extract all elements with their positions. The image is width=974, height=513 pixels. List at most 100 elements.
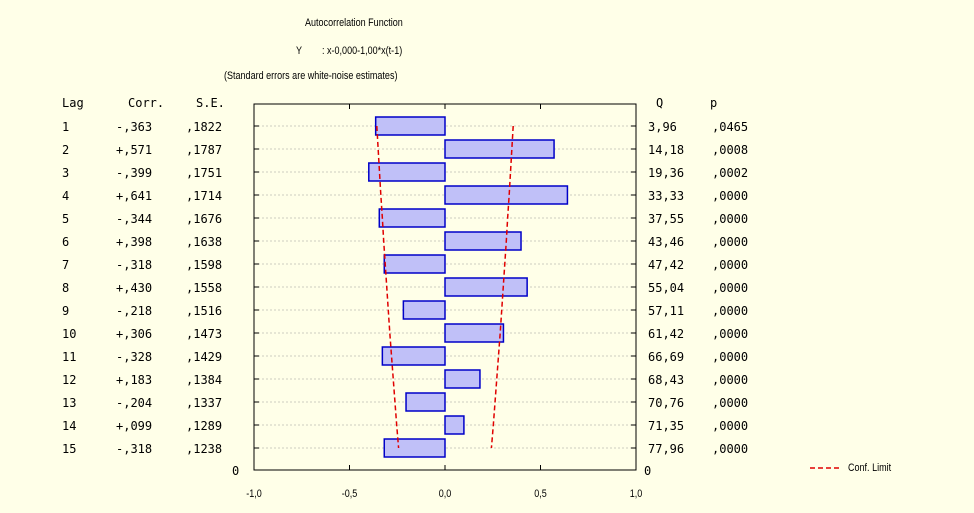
legend-label: Conf. Limit [848, 462, 892, 474]
p-cell: ,0000 [712, 281, 749, 295]
conf-limit-lower [376, 125, 400, 449]
corr-cell: -,344 [116, 212, 153, 226]
q-cell: 19,36 [648, 166, 685, 180]
lag-cell: 6 [62, 235, 70, 249]
col-header-lag: Lag [62, 96, 84, 110]
col-header-p: p [710, 96, 718, 110]
variable-expression: : x-0,000-1,00*x(t-1) [322, 45, 403, 57]
acf-bar [444, 139, 555, 159]
legend: Conf. Limit [810, 462, 901, 474]
lag-cell: 1 [62, 120, 70, 134]
corr-cell: -,318 [116, 258, 153, 272]
p-cell: ,0000 [712, 304, 749, 318]
acf-bar [368, 162, 446, 182]
se-cell: ,1676 [186, 212, 223, 226]
q-cell: 71,35 [648, 419, 685, 433]
q-cell: 14,18 [648, 143, 685, 157]
lag-cell: 12 [62, 373, 77, 387]
zero-label-left: 0 [232, 464, 240, 478]
conf-limit-upper [490, 125, 514, 449]
x-tick-label: 0,0 [439, 488, 452, 500]
lag-cell: 15 [62, 442, 77, 456]
lag-cell: 8 [62, 281, 70, 295]
corr-cell: +,183 [116, 373, 153, 387]
p-cell: ,0000 [712, 327, 749, 341]
col-header-corr: Corr. [128, 96, 165, 110]
x-tick-label: 1,0 [630, 488, 643, 500]
corr-cell: -,328 [116, 350, 153, 364]
p-cell: ,0000 [712, 419, 749, 433]
se-cell: ,1516 [186, 304, 223, 318]
acf-bar [444, 369, 481, 389]
zero-label-right: 0 [644, 464, 652, 478]
se-cell: ,1558 [186, 281, 223, 295]
q-cell: 43,46 [648, 235, 685, 249]
p-cell: ,0000 [712, 212, 749, 226]
se-cell: ,1638 [186, 235, 223, 249]
acf-bar [383, 438, 446, 458]
lag-cell: 7 [62, 258, 70, 272]
se-cell: ,1429 [186, 350, 223, 364]
p-cell: ,0002 [712, 166, 749, 180]
corr-cell: -,363 [116, 120, 153, 134]
lag-cell: 9 [62, 304, 70, 318]
lag-cell: 4 [62, 189, 70, 203]
lag-cell: 3 [62, 166, 70, 180]
col-header-se: S.E. [196, 96, 225, 110]
se-cell: ,1787 [186, 143, 223, 157]
corr-cell: -,399 [116, 166, 153, 180]
se-cell: ,1238 [186, 442, 223, 456]
lag-cell: 13 [62, 396, 77, 410]
x-tick-label: 0,5 [534, 488, 547, 500]
acf-bar [378, 208, 446, 228]
q-cell: 77,96 [648, 442, 685, 456]
lag-cell: 14 [62, 419, 77, 433]
lag-cell: 11 [62, 350, 77, 364]
se-cell: ,1337 [186, 396, 223, 410]
q-cell: 55,04 [648, 281, 685, 295]
col-header-q: Q [656, 96, 664, 110]
se-cell: ,1384 [186, 373, 223, 387]
acf-bar [444, 185, 569, 205]
acf-bar [444, 277, 528, 297]
corr-cell: +,398 [116, 235, 153, 249]
acf-bar [374, 116, 446, 136]
q-cell: 57,11 [648, 304, 685, 318]
se-cell: ,1751 [186, 166, 223, 180]
acf-bar [444, 415, 465, 435]
q-cell: 68,43 [648, 373, 685, 387]
chart-title: Autocorrelation Function [305, 17, 403, 29]
q-cell: 70,76 [648, 396, 685, 410]
p-cell: ,0000 [712, 235, 749, 249]
p-cell: ,0008 [712, 143, 749, 157]
p-cell: ,0000 [712, 189, 749, 203]
q-cell: 66,69 [648, 350, 685, 364]
lag-cell: 2 [62, 143, 70, 157]
corr-cell: +,306 [116, 327, 153, 341]
corr-cell: +,571 [116, 143, 153, 157]
p-cell: ,0465 [712, 120, 749, 134]
legend-dash-icon [810, 467, 842, 469]
acf-bar [444, 231, 522, 251]
lag-cell: 10 [62, 327, 77, 341]
se-cell: ,1598 [186, 258, 223, 272]
corr-cell: +,430 [116, 281, 153, 295]
se-cell: ,1822 [186, 120, 223, 134]
q-cell: 3,96 [648, 120, 677, 134]
corr-cell: -,318 [116, 442, 153, 456]
x-tick-label: -1,0 [246, 488, 262, 500]
se-cell: ,1473 [186, 327, 223, 341]
acf-bar [383, 254, 446, 274]
q-cell: 47,42 [648, 258, 685, 272]
corr-cell: -,204 [116, 396, 153, 410]
variable-name: Y [296, 45, 303, 57]
p-cell: ,0000 [712, 442, 749, 456]
p-cell: ,0000 [712, 350, 749, 364]
acf-bar [402, 300, 446, 320]
corr-cell: +,099 [116, 419, 153, 433]
se-cell: ,1714 [186, 189, 223, 203]
acf-bar [444, 323, 505, 343]
p-cell: ,0000 [712, 258, 749, 272]
se-cell: ,1289 [186, 419, 223, 433]
